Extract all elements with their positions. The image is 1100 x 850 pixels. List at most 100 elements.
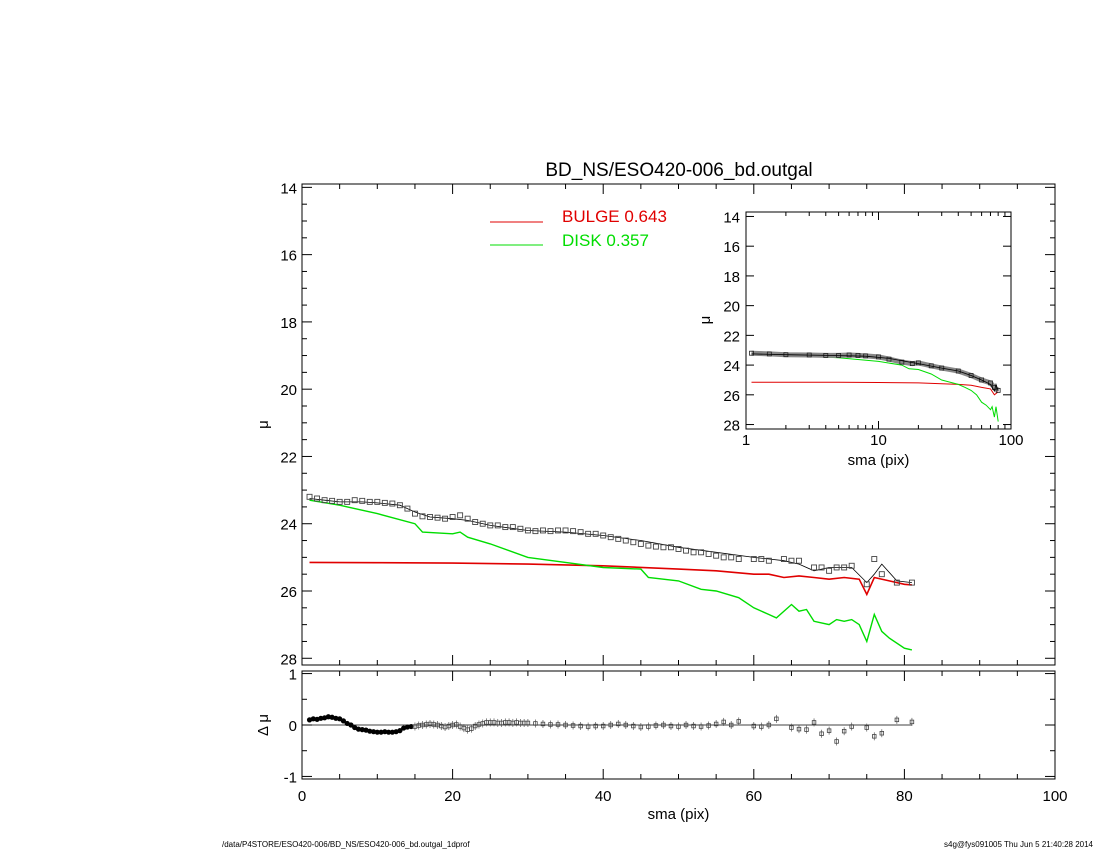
data-point <box>457 512 464 519</box>
data-point <box>532 528 539 535</box>
data-point <box>449 514 456 520</box>
residual-point <box>849 724 854 729</box>
residual-point <box>525 720 531 726</box>
inset-data-point <box>899 359 905 365</box>
data-point <box>750 556 757 562</box>
residual-point <box>548 722 553 727</box>
inset-ytick-label: 28 <box>723 418 740 435</box>
inset-ytick-label: 26 <box>723 388 740 405</box>
data-point <box>336 498 343 505</box>
inset-frame <box>745 211 1012 430</box>
data-point <box>404 505 411 512</box>
residual-point <box>601 723 606 729</box>
footer-path: /data/P4STORE/ESO420-006/BD_NS/ESO420-00… <box>222 840 470 849</box>
residual-point <box>540 721 546 727</box>
main-ytick-label: 24 <box>280 517 297 534</box>
residual-point <box>729 722 734 728</box>
data-point <box>314 495 321 502</box>
residual-point <box>834 739 839 744</box>
residual-y-axis-label: Δ μ <box>255 714 272 736</box>
data-point <box>668 544 674 551</box>
data-point <box>577 529 584 536</box>
data-point <box>863 581 870 588</box>
inset-disk-line <box>751 354 999 422</box>
data-point <box>908 579 915 586</box>
residual-point <box>570 723 576 728</box>
data-point <box>585 530 592 537</box>
data-point <box>728 554 735 561</box>
residual-point <box>841 728 847 734</box>
data-point <box>788 557 795 564</box>
residual-point <box>894 717 900 723</box>
inset-xtick-label: 10 <box>870 432 887 449</box>
residual-point <box>766 722 772 728</box>
residual-point <box>736 719 741 724</box>
data-point <box>592 530 599 537</box>
residual-point <box>623 722 628 728</box>
residual-point <box>759 724 764 729</box>
residual-point <box>616 721 621 727</box>
data-point <box>841 564 848 571</box>
residual-point <box>408 723 414 730</box>
residual-point <box>683 722 689 728</box>
inset-data-point <box>846 352 852 358</box>
residual-point <box>661 722 666 728</box>
residual-xtick-label: 0 <box>298 788 306 805</box>
inset-ytick-label: 16 <box>723 239 740 256</box>
inset-xtick-label: 100 <box>998 432 1023 449</box>
residual-point <box>646 724 651 729</box>
data-point <box>555 527 561 534</box>
model-line <box>309 498 912 584</box>
residual-ytick-label: 0 <box>289 718 297 735</box>
data-point <box>306 493 313 500</box>
residual-point <box>706 723 711 728</box>
residual-point <box>555 722 561 727</box>
data-point <box>427 514 433 520</box>
data-point <box>780 556 787 562</box>
data-point <box>464 515 471 522</box>
data-point <box>705 551 712 557</box>
data-point <box>359 497 366 504</box>
data-point <box>524 527 531 534</box>
residual-point <box>774 716 779 722</box>
legend-disk-label: DISK 0.357 <box>562 231 649 250</box>
inset-ytick-label: 14 <box>723 209 740 226</box>
data-point <box>735 556 742 562</box>
residual-point <box>676 724 681 729</box>
main-ytick-label: 20 <box>280 382 297 399</box>
data-point <box>818 564 825 571</box>
data-point <box>615 535 622 542</box>
data-point <box>351 497 358 504</box>
chart-title: BD_NS/ESO420-006_bd.outgal <box>545 160 812 181</box>
residual-point <box>826 728 832 733</box>
residual-point <box>631 723 636 729</box>
data-point <box>321 497 328 504</box>
main-y-axis-label: μ <box>255 420 272 429</box>
inset-data-point <box>855 353 861 358</box>
data-point <box>871 556 878 562</box>
data-point <box>607 534 614 541</box>
disk-line <box>309 499 913 651</box>
data-point <box>442 515 449 522</box>
inset-ytick-label: 24 <box>723 358 740 375</box>
residual-point <box>811 720 817 725</box>
data-point <box>419 513 426 520</box>
residual-point <box>789 725 794 730</box>
data-point <box>826 567 833 574</box>
residual-point <box>819 731 824 736</box>
data-point <box>675 546 682 552</box>
data-point <box>600 532 607 539</box>
inset-data-point <box>979 377 985 383</box>
data-point <box>570 528 577 535</box>
data-point <box>366 498 373 505</box>
residual-ytick-label: -1 <box>284 769 297 786</box>
residual-xtick-label: 60 <box>745 788 762 805</box>
data-point <box>487 522 494 529</box>
residual-point <box>909 719 915 725</box>
main-ytick-label: 14 <box>280 180 297 197</box>
residual-xtick-label: 80 <box>896 788 913 805</box>
residual-point <box>397 728 403 734</box>
residual-point <box>872 734 877 739</box>
data-point <box>878 571 885 578</box>
